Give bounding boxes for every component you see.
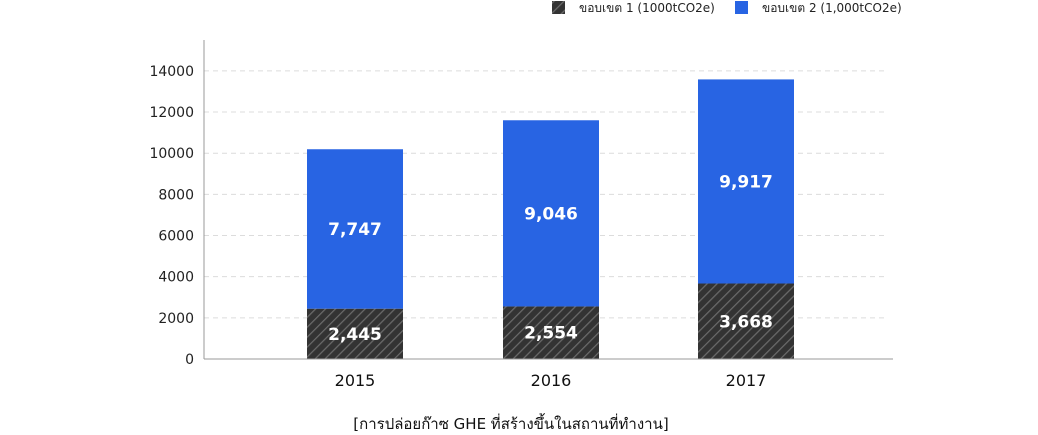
- y-tick-label: 12000: [149, 105, 194, 121]
- bar-value-label: 9,917: [719, 172, 773, 192]
- bar-segment-scope-2-2015: [307, 149, 403, 309]
- legend-swatch-scope-1: [552, 1, 565, 14]
- bar-value-label: 2,554: [524, 324, 578, 344]
- chart-caption: [การปล่อยก๊าซ GHE ที่สร้างขึ้นในสถานที่ท…: [353, 413, 668, 433]
- bar-segment-scope-2-2017: [698, 79, 794, 284]
- y-tick-label: 6000: [158, 229, 194, 245]
- x-tick-label: 2017: [726, 371, 767, 390]
- y-tick-label: 10000: [149, 146, 194, 162]
- chart-legend: ขอบเขต 1 (1000tCO2e) ขอบเขต 2 (1,000tCO2…: [552, 1, 902, 15]
- legend-label-scope-1: ขอบเขต 1 (1000tCO2e): [579, 1, 715, 15]
- y-tick-label: 0: [185, 352, 194, 368]
- y-tick-label: 2000: [158, 311, 194, 327]
- y-tick-label: 14000: [149, 64, 194, 80]
- x-axis: 2015 2016 2017: [204, 358, 893, 390]
- bar-value-label: 3,668: [719, 312, 773, 332]
- legend-swatch-scope-2: [735, 1, 748, 14]
- x-tick-label: 2016: [531, 371, 572, 390]
- bar-segment-scope-2-2016: [503, 120, 599, 307]
- bars: 2,445 7,747 2,554 9,046 3,668 9,917: [307, 79, 794, 359]
- bar-value-label: 9,046: [524, 204, 578, 224]
- bar-value-label: 7,747: [328, 220, 382, 240]
- bar-segment-scope-1-2015: [307, 308, 403, 359]
- legend-label-scope-2: ขอบเขต 2 (1,000tCO2e): [762, 1, 902, 15]
- y-tick-label: 4000: [158, 270, 194, 286]
- bar-segment-scope-1-2016: [503, 306, 599, 359]
- y-axis: 0 2000 4000 6000 8000 10000 12000 14000: [149, 40, 205, 368]
- x-tick-label: 2015: [335, 371, 376, 390]
- bar-segment-scope-1-2017: [698, 283, 794, 359]
- y-tick-label: 8000: [158, 187, 194, 203]
- bar-value-label: 2,445: [328, 325, 382, 345]
